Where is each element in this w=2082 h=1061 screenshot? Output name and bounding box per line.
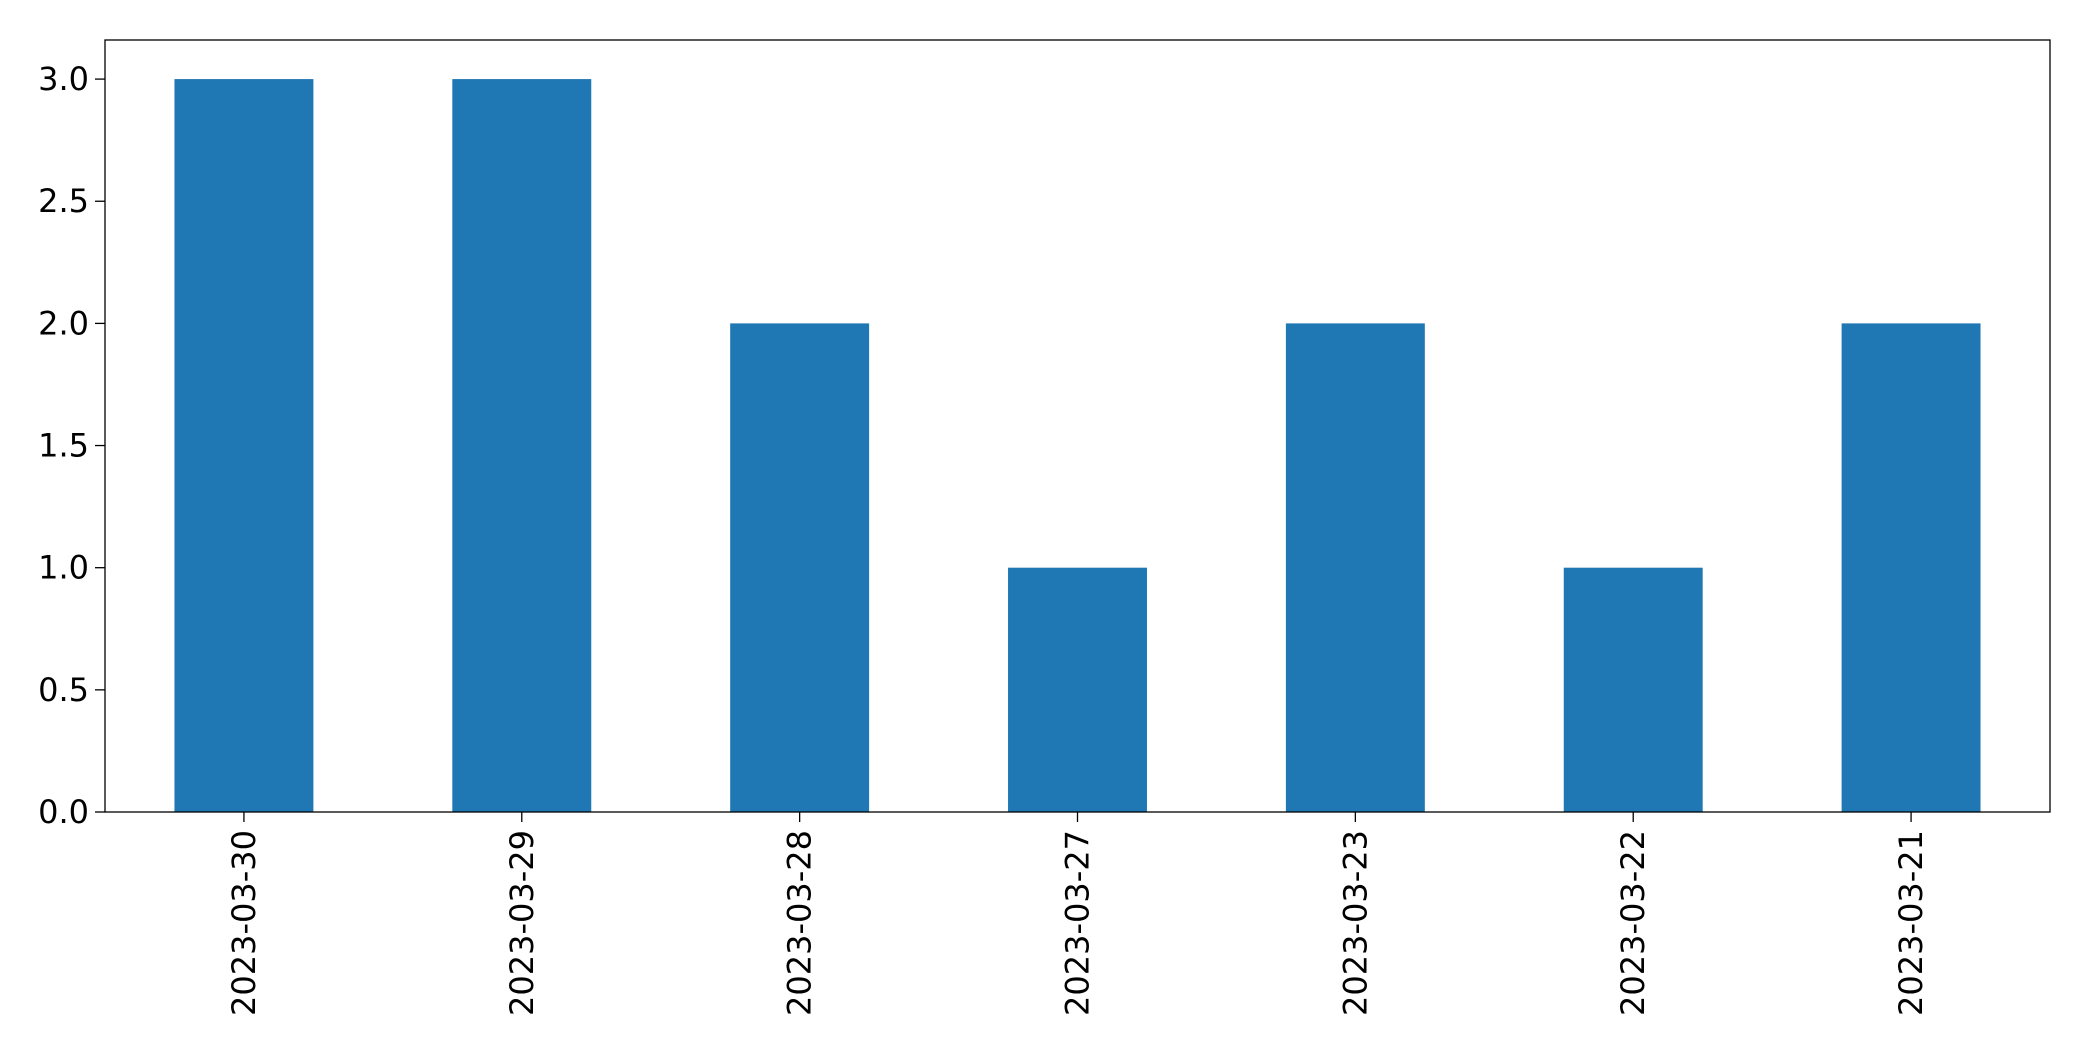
bar-2023-03-30 — [174, 79, 314, 812]
y-tick-label: 2.0 — [38, 304, 89, 342]
x-tick-label: 2023-03-29 — [503, 830, 541, 1016]
bar-2023-03-23 — [1285, 323, 1425, 812]
bar-2023-03-27 — [1008, 567, 1147, 812]
x-tick-label: 2023-03-28 — [781, 830, 819, 1016]
y-tick-label: 3.0 — [38, 60, 89, 98]
y-tick-label: 1.0 — [38, 549, 89, 587]
y-tick-label: 2.5 — [38, 182, 89, 220]
bars-group — [174, 79, 1981, 812]
x-tick-label: 2023-03-27 — [1059, 830, 1097, 1016]
x-tick-label: 2023-03-22 — [1614, 830, 1652, 1016]
x-tick-label: 2023-03-30 — [225, 830, 263, 1016]
bar-2023-03-29 — [452, 79, 592, 812]
bar-2023-03-22 — [1563, 567, 1703, 812]
x-tick-label: 2023-03-23 — [1336, 830, 1374, 1016]
y-tick-label: 0.0 — [38, 793, 89, 831]
plot-frame — [104, 39, 2051, 813]
bar-2023-03-28 — [730, 323, 870, 812]
bar-2023-03-21 — [1841, 323, 1981, 812]
x-axis: 2023-03-30 2023-03-29 2023-03-28 2023-03-27… — [225, 812, 1930, 1016]
y-axis: 0.0 0.5 1.0 1.5 2.0 2.5 3.0 — [38, 60, 105, 831]
x-tick-label: 2023-03-21 — [1892, 830, 1930, 1016]
y-tick-label: 1.5 — [38, 427, 89, 465]
y-tick-label: 0.5 — [38, 671, 89, 709]
